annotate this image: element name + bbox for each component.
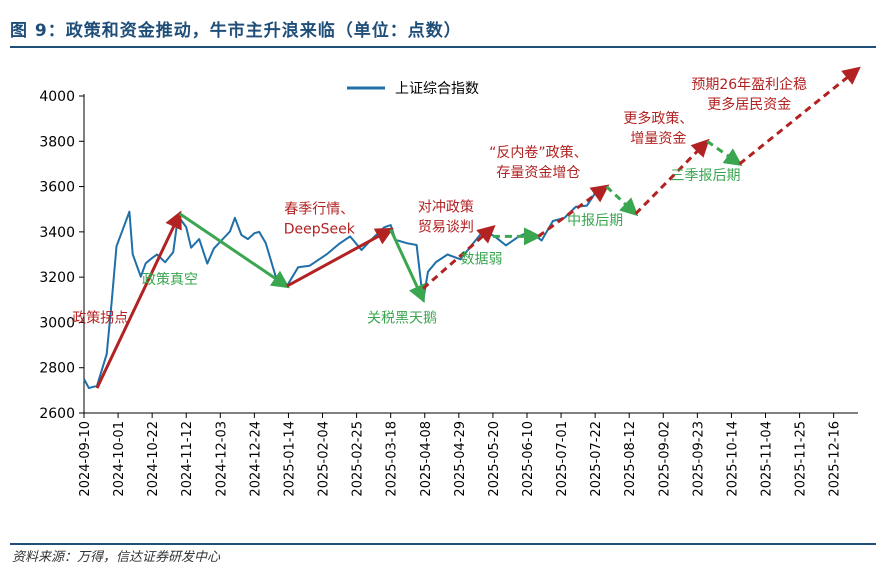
x-tick-label: 2025-07-22 [589, 421, 604, 497]
bottom-rule [10, 543, 876, 545]
downtrend-arrow [178, 212, 290, 289]
annotation-line: 三季报后期 [670, 168, 740, 184]
y-tick-label: 3400 [39, 225, 75, 241]
annotation-label: 对冲政策贸易谈判 [418, 198, 474, 235]
annotation-label: 关税黑天鹅 [367, 309, 437, 326]
annotation-label: 春季行情、 DeepSeek [284, 202, 356, 238]
series-line [83, 190, 598, 390]
annotation-label: 更多政策、增量资金 [623, 110, 693, 147]
downtrend-arrow [706, 140, 743, 166]
y-tick-label: 2600 [39, 406, 75, 422]
annotation-line: 更多政策、 [623, 110, 693, 127]
x-tick-label: 2025-04-08 [419, 421, 434, 497]
uptrend-arrow [537, 184, 610, 238]
x-tick-label: 2025-01-14 [282, 421, 297, 497]
annotation-line: 贸易谈判 [418, 219, 474, 235]
x-tick-label: 2024-09-10 [78, 421, 93, 497]
annotation-line: 存量资金增仓 [496, 165, 580, 181]
annotation-line: 关税黑天鹅 [367, 309, 437, 326]
y-tick-label: 2800 [39, 361, 75, 377]
x-tick-label: 2025-12-16 [828, 421, 843, 497]
downtrend-arrow [605, 185, 639, 217]
annotation-line: 预期26年盈利企稳 [691, 76, 807, 93]
annotation-label: 预期26年盈利企稳更多居民资金 [691, 76, 807, 113]
x-tick-label: 2025-04-29 [453, 421, 468, 497]
x-tick-label: 2025-09-23 [691, 421, 706, 497]
x-tick-label: 2025-05-20 [487, 421, 502, 497]
y-tick-label: 3600 [39, 180, 75, 196]
x-tick-label: 2024-12-03 [214, 421, 229, 497]
annotation-label: “反内卷”政策、存量资金增仓 [489, 144, 588, 181]
legend: 上证综合指数 [347, 81, 479, 97]
annotation-line: 春季行情、 [284, 202, 354, 218]
annotation-label: 政策拐点 [72, 309, 128, 326]
y-tick-label: 3200 [39, 270, 75, 286]
annotation-line: DeepSeek [284, 222, 356, 238]
annotation-line: 对冲政策 [418, 198, 474, 215]
annotation-line: 数据弱 [461, 252, 503, 268]
annotation-line: “反内卷”政策、 [489, 144, 588, 161]
x-tick-label: 2025-02-25 [351, 421, 366, 497]
y-tick-label: 3000 [39, 315, 75, 331]
series-layer [83, 190, 598, 390]
x-tick-label: 2025-11-25 [794, 421, 809, 497]
x-tick-label: 2025-06-10 [521, 421, 536, 497]
source-note: 资料来源：万得，信达证券研发中心 [12, 550, 221, 565]
axes: 2600 2800 3000 3200 3400 3600 3800 4000 2024-09-… [39, 89, 858, 497]
chart: 2600 2800 3000 3200 3400 3600 3800 4000 2024-09-… [39, 66, 861, 497]
figure-title: 图 9：政策和资金推动，牛市主升浪来临（单位：点数） [10, 21, 462, 41]
x-tick-label: 2025-07-01 [555, 421, 570, 497]
y-tick-label: 3800 [39, 134, 75, 150]
uptrend-arrow [738, 66, 861, 166]
annotation-label: 政策真空 [142, 271, 198, 288]
annotation-line: 更多居民资金 [707, 96, 791, 113]
annotation-line: 政策真空 [142, 271, 198, 288]
x-tick-label: 2025-11-04 [760, 421, 775, 497]
annotation-line: 增量资金 [630, 131, 686, 147]
y-tick-label: 4000 [39, 89, 75, 105]
x-tick-label: 2024-10-22 [146, 421, 161, 497]
annotation-line: 中报后期 [567, 213, 623, 229]
uptrend-arrow [95, 210, 182, 389]
downtrend-arrow [389, 228, 426, 304]
uptrend-arrow [634, 138, 710, 215]
x-tick-label: 2024-10-01 [112, 421, 127, 497]
x-tick-label: 2025-09-02 [657, 421, 672, 497]
x-tick-label: 2025-08-12 [623, 421, 638, 497]
x-tick-label: 2025-02-04 [317, 421, 332, 497]
title-rule [10, 46, 876, 48]
legend-label: 上证综合指数 [395, 81, 479, 97]
arrow-layer [95, 66, 861, 389]
uptrend-arrow [286, 227, 394, 288]
uptrend-arrow [422, 224, 496, 290]
x-tick-label: 2024-12-24 [248, 421, 263, 497]
x-tick-label: 2024-11-12 [180, 421, 195, 497]
annotation-label: 中报后期 [567, 213, 623, 229]
annotation-label: 数据弱 [461, 252, 503, 268]
annotation-label: 三季报后期 [670, 168, 740, 184]
x-tick-label: 2025-10-14 [725, 421, 740, 497]
x-tick-label: 2025-03-18 [385, 421, 400, 497]
annotation-line: 政策拐点 [72, 309, 128, 326]
